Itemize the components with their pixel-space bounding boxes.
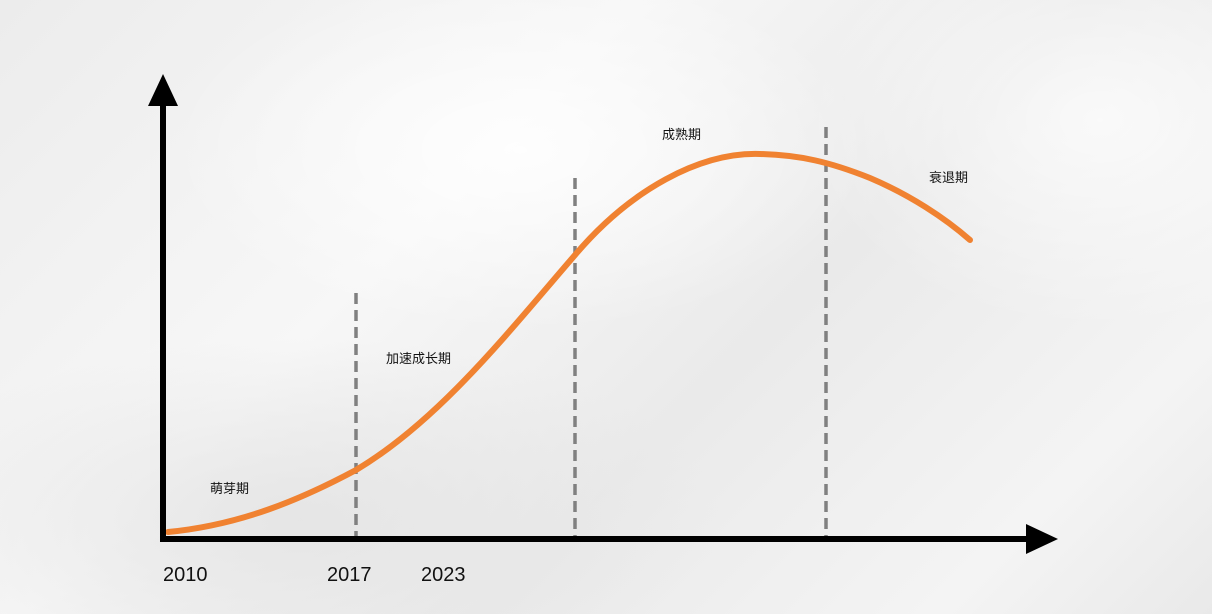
x-tick-label-2023: 2023 [421,564,466,586]
phase-label-decline: 衰退期 [929,170,968,186]
x-axis-arrow-icon [1026,524,1058,554]
x-tick-label-2017: 2017 [327,564,372,586]
phase-label-growth: 加速成长期 [386,352,451,367]
x-tick-label-2010: 2010 [163,564,208,586]
phase-label-maturity: 成熟期 [662,127,701,143]
y-axis-arrow-icon [148,74,178,106]
lifecycle-curve [165,150,973,535]
phase-label-germination: 萌芽期 [210,482,249,497]
